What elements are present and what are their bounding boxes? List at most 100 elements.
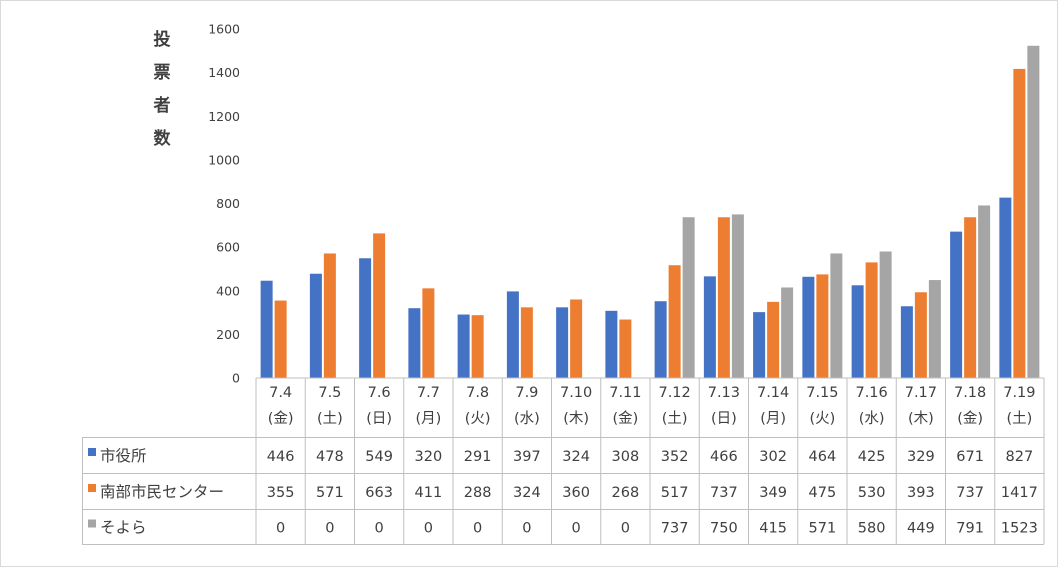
y-tick-label: 200 [216,327,240,342]
data-label: 0 [473,521,482,537]
x-tick-weekday: (水) [859,410,885,427]
y-tick-label: 1600 [208,22,240,37]
data-label: 478 [316,449,344,465]
legend-swatch [88,519,96,528]
y-tick-label: 600 [216,240,240,255]
x-tick-label: 7.15 [806,385,838,401]
data-label: 0 [621,521,630,537]
bar-3 [879,251,892,378]
x-tick-weekday: (金) [957,410,983,427]
bar-1 [703,276,716,378]
bar-2 [767,301,780,378]
x-tick-weekday: (月) [760,411,786,427]
data-label: 329 [907,449,935,465]
x-tick-weekday: (月) [415,411,441,427]
x-tick-weekday: (木) [908,410,934,427]
data-label: 0 [325,521,334,537]
x-tick-weekday: (日) [366,411,392,427]
y-tick-label: 1200 [208,109,240,124]
data-label: 349 [759,485,787,501]
bar-1 [408,308,421,378]
x-tick-label: 7.9 [515,385,538,401]
data-label: 1523 [1001,521,1038,537]
bar-1 [851,285,864,378]
data-label: 291 [464,449,492,465]
y-axis-title-char: 者 [153,95,171,116]
x-tick-weekday: (火) [465,411,491,427]
data-label: 411 [415,485,443,501]
bar-3 [830,253,843,378]
x-tick-weekday: (水) [514,410,540,427]
data-label: 0 [572,521,581,537]
bar-2 [865,262,878,378]
data-label: 288 [464,485,492,501]
bar-1 [900,306,913,378]
bar-2 [1013,68,1026,379]
data-label: 352 [661,449,689,465]
data-label: 663 [365,485,393,501]
data-label: 0 [276,521,285,537]
bar-2 [520,307,533,378]
bar-1 [950,231,963,378]
legend-swatch [88,484,96,492]
bar-2 [914,292,927,378]
x-tick-weekday: (木) [563,410,589,427]
bar-2 [717,217,730,378]
data-label: 466 [710,449,738,465]
data-label: 580 [858,521,886,537]
bar-3 [978,205,991,378]
data-label: 308 [612,449,640,465]
bar-3 [731,214,744,378]
data-label: 750 [710,521,738,537]
x-tick-weekday: (日) [711,411,737,427]
data-label: 827 [1006,449,1034,465]
x-tick-weekday: (金) [612,410,638,427]
data-label: 397 [513,449,541,465]
data-label: 549 [365,449,393,465]
data-label: 0 [522,521,531,537]
data-label: 324 [513,485,541,501]
data-label: 268 [612,485,640,501]
x-tick-weekday: (土) [317,410,343,427]
data-label: 355 [267,485,295,501]
bar-1 [309,273,322,378]
bar-1 [260,280,273,378]
bar-3 [682,217,695,378]
x-tick-label: 7.4 [269,385,292,401]
bar-2 [323,253,336,378]
y-axis-title-char: 数 [154,128,172,149]
data-label: 571 [316,485,344,501]
y-tick-label: 800 [216,196,240,211]
bar-3 [928,280,941,378]
x-tick-label: 7.5 [318,385,341,401]
data-label: 530 [858,485,886,501]
data-label: 449 [907,521,935,537]
legend-label: 市役所 [100,447,147,465]
bar-3 [781,287,794,378]
bar-2 [668,265,681,378]
data-label: 425 [858,449,886,465]
data-label: 571 [809,521,837,537]
x-tick-label: 7.17 [905,385,937,401]
data-label: 737 [661,521,689,537]
bar-1 [457,314,470,378]
legend-label: そよら [100,519,147,537]
data-label: 671 [956,449,984,465]
bar-2 [422,288,435,378]
data-label: 737 [710,485,738,501]
x-tick-label: 7.10 [560,385,592,401]
data-label: 1417 [1001,485,1038,501]
y-axis-title-char: 票 [154,63,171,83]
x-tick-label: 7.14 [757,385,789,401]
data-label: 446 [267,449,295,465]
x-tick-label: 7.18 [954,385,986,401]
x-tick-label: 7.16 [855,385,887,401]
data-label: 360 [562,485,590,501]
bar-1 [802,276,815,378]
bar-1 [556,307,569,378]
x-tick-label: 7.7 [417,385,440,401]
x-tick-weekday: (金) [268,410,294,427]
